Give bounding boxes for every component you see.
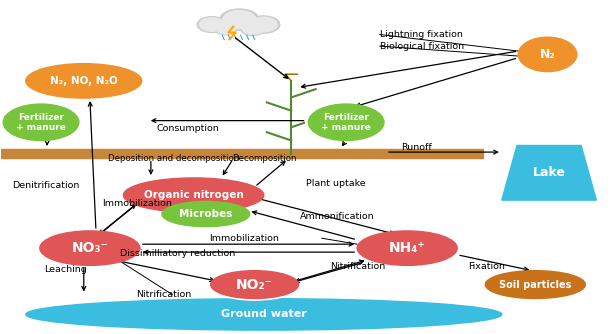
- Ellipse shape: [483, 269, 588, 300]
- Text: Fertilizer
+ manure: Fertilizer + manure: [16, 113, 66, 132]
- Circle shape: [240, 22, 265, 35]
- Text: Decomposition: Decomposition: [232, 154, 297, 163]
- Text: Nitrification: Nitrification: [135, 290, 191, 299]
- Text: Deposition and decomposition: Deposition and decomposition: [108, 154, 240, 163]
- Text: Biological fixation: Biological fixation: [379, 42, 464, 51]
- Text: NO₂⁻: NO₂⁻: [236, 278, 273, 292]
- Polygon shape: [502, 146, 596, 200]
- Ellipse shape: [485, 271, 585, 299]
- Text: Consumption: Consumption: [156, 124, 219, 133]
- Text: Lightning fixation: Lightning fixation: [379, 30, 463, 39]
- Ellipse shape: [208, 269, 301, 300]
- Circle shape: [197, 17, 227, 32]
- Ellipse shape: [26, 64, 142, 98]
- Ellipse shape: [357, 231, 457, 266]
- Text: Immobilization: Immobilization: [102, 199, 172, 208]
- Circle shape: [242, 23, 263, 34]
- Circle shape: [223, 11, 256, 29]
- Ellipse shape: [162, 201, 249, 227]
- Text: Dissimilliatory reduction: Dissimilliatory reduction: [120, 249, 235, 258]
- Text: Organic nitrogen: Organic nitrogen: [143, 190, 243, 200]
- Text: Fertilizer
+ manure: Fertilizer + manure: [321, 113, 371, 132]
- Text: Ammonification: Ammonification: [300, 212, 375, 221]
- Ellipse shape: [516, 35, 579, 73]
- Circle shape: [250, 17, 277, 32]
- Ellipse shape: [40, 231, 140, 266]
- Circle shape: [216, 24, 235, 34]
- Text: Ground water: Ground water: [221, 309, 306, 319]
- Text: Denitrification: Denitrification: [12, 181, 80, 190]
- Text: Soil particles: Soil particles: [499, 280, 571, 290]
- Ellipse shape: [26, 299, 502, 330]
- Text: NO₃⁻: NO₃⁻: [72, 241, 109, 255]
- Text: Nitrification: Nitrification: [330, 262, 385, 271]
- Ellipse shape: [23, 62, 144, 100]
- Circle shape: [220, 9, 259, 30]
- Circle shape: [215, 23, 237, 35]
- Ellipse shape: [121, 176, 266, 214]
- Ellipse shape: [1, 103, 82, 142]
- Text: Runoff: Runoff: [401, 143, 432, 152]
- Ellipse shape: [37, 229, 142, 267]
- Text: Lake: Lake: [533, 166, 566, 179]
- Circle shape: [199, 18, 224, 31]
- Ellipse shape: [518, 37, 577, 71]
- Text: Plant uptake: Plant uptake: [306, 179, 366, 188]
- Text: Leaching: Leaching: [44, 265, 87, 274]
- Text: N₂: N₂: [539, 48, 555, 61]
- Text: Fixation: Fixation: [468, 262, 505, 271]
- Ellipse shape: [211, 271, 299, 299]
- Ellipse shape: [3, 104, 79, 141]
- Circle shape: [248, 16, 280, 33]
- Text: NH₄⁺: NH₄⁺: [389, 241, 425, 255]
- Text: Microbes: Microbes: [179, 209, 232, 219]
- Ellipse shape: [308, 104, 384, 141]
- Ellipse shape: [159, 200, 252, 228]
- Text: Immobilization: Immobilization: [209, 234, 279, 243]
- Ellipse shape: [355, 229, 460, 267]
- Ellipse shape: [123, 178, 264, 212]
- Text: N₂, NO, N₂O: N₂, NO, N₂O: [50, 76, 118, 86]
- Ellipse shape: [306, 103, 386, 142]
